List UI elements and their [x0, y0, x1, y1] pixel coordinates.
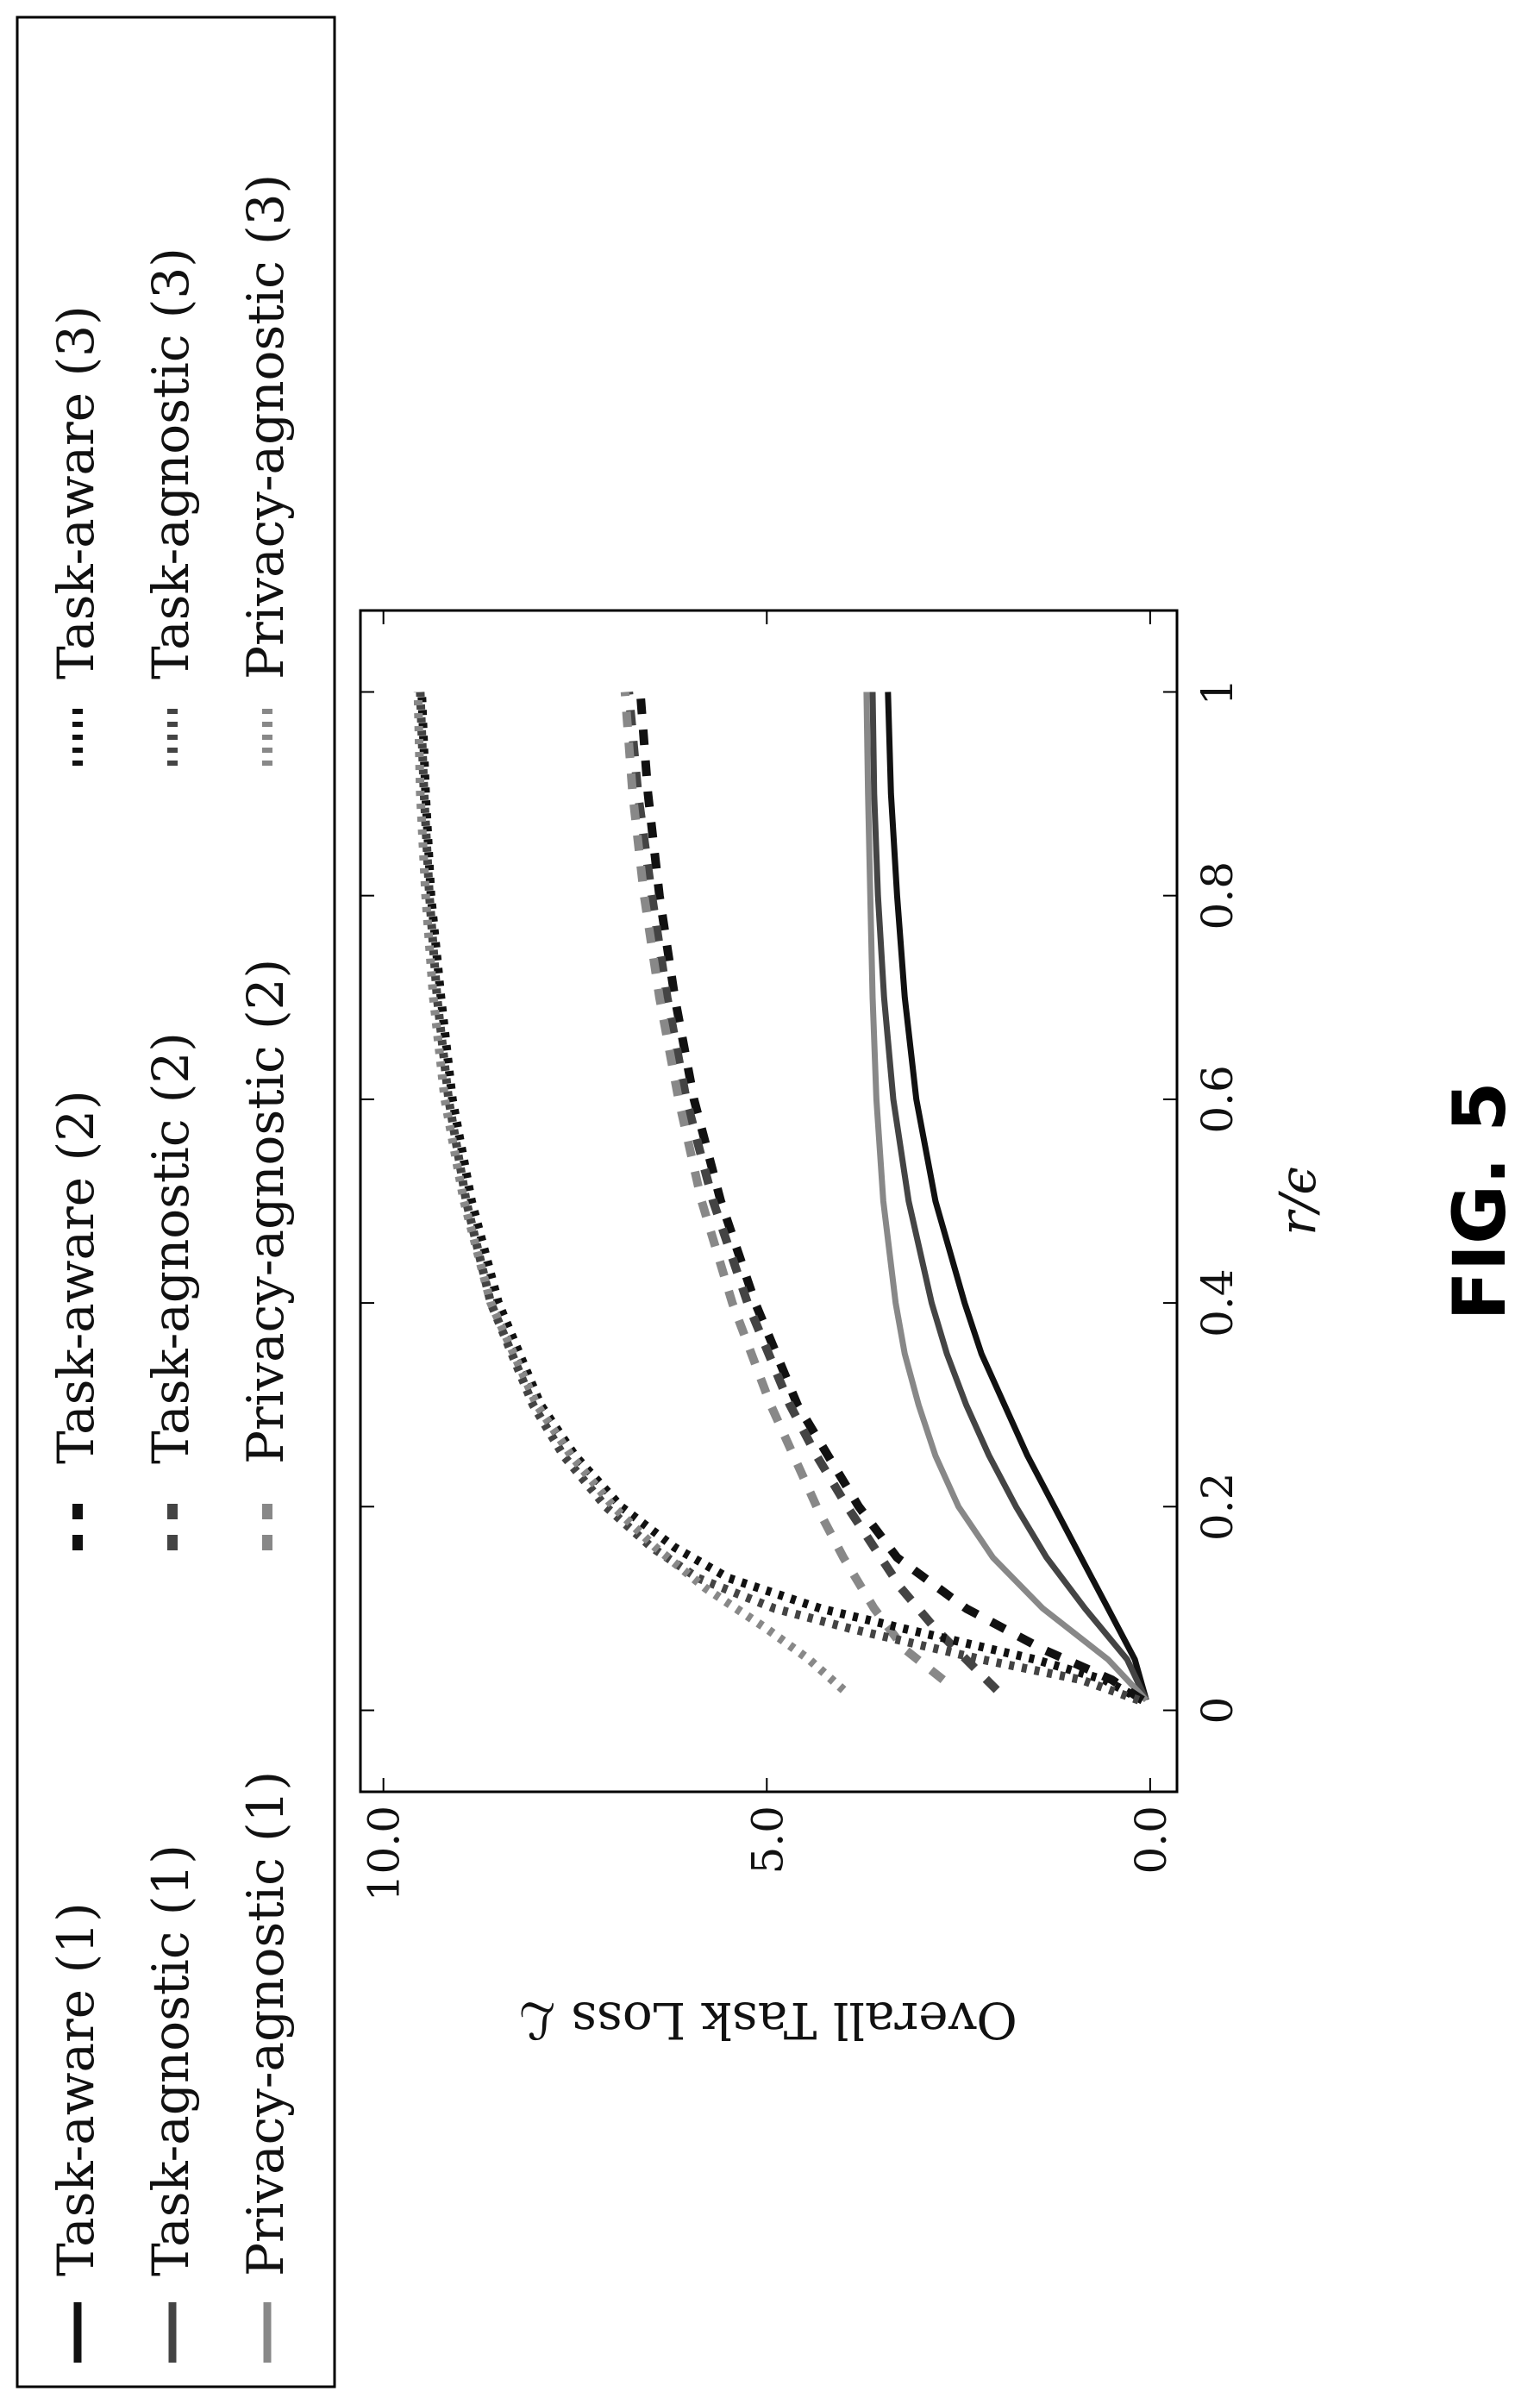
- plot-frame: [359, 609, 1179, 1794]
- series-line-privacy-agnostic-2: [620, 692, 946, 1684]
- series-line-task-aware-1: [885, 692, 1149, 1701]
- series-layer: [413, 692, 1149, 1705]
- legend-box: [16, 16, 336, 2388]
- series-line-task-agnostic-3: [416, 692, 1141, 1705]
- x-tick-label: 0: [1193, 1697, 1243, 1725]
- series-line-task-agnostic-2: [624, 692, 1000, 1693]
- legend-label: Task-agnostic (3): [141, 247, 200, 679]
- legend-label: Privacy-agnostic (1): [236, 1771, 295, 2276]
- axis-ticks: 00.20.40.60.810.05.010.0: [360, 610, 1243, 1901]
- x-tick-label: 0.8: [1193, 861, 1243, 930]
- x-tick-label: 1: [1193, 679, 1243, 706]
- x-tick-label: 0.4: [1193, 1268, 1243, 1337]
- legend-label: Task-aware (3): [47, 305, 105, 679]
- legend-label: Task-aware (1): [47, 1902, 105, 2276]
- y-tick-label: 0.0: [1126, 1806, 1176, 1875]
- rotated-figure: Task-aware (1) Task-aware (2) Task-aware (…: [16, 16, 1522, 2388]
- legend: Task-aware (1) Task-aware (2) Task-aware (…: [47, 174, 295, 2363]
- x-tick-label: 0.2: [1193, 1473, 1243, 1542]
- series-line-privacy-agnostic-1: [863, 692, 1149, 1703]
- series-line-privacy-agnostic-3: [413, 692, 847, 1693]
- legend-label: Task-agnostic (1): [141, 1844, 200, 2276]
- x-axis-label: r/ϵ: [1268, 1167, 1327, 1236]
- series-line-task-agnostic-1: [869, 692, 1149, 1702]
- y-axis-label: Overall Task Loss ℒ: [519, 1991, 1017, 2050]
- legend-label: Privacy-agnostic (2): [236, 959, 295, 1464]
- x-tick-label: 0.6: [1193, 1065, 1243, 1134]
- series-line-task-aware-3: [417, 692, 1145, 1705]
- legend-label: Task-agnostic (2): [141, 1032, 200, 1464]
- figure-label: FIG. 5: [1437, 1081, 1522, 1320]
- series-line-task-aware-2: [635, 692, 1145, 1704]
- legend-label: Privacy-agnostic (3): [236, 174, 295, 679]
- y-tick-label: 10.0: [360, 1806, 410, 1901]
- legend-label: Task-aware (2): [47, 1090, 105, 1464]
- y-tick-label: 5.0: [742, 1806, 792, 1875]
